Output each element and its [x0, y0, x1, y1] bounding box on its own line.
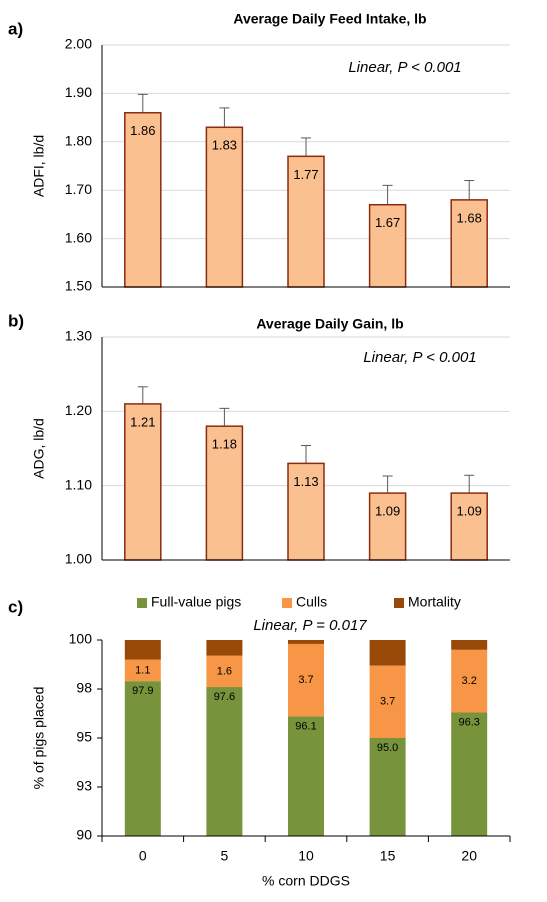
legend-label: Mortality [408, 594, 461, 610]
data-label: 1.77 [293, 167, 318, 182]
bar-segment [124, 640, 161, 660]
y-tick-label: 1.30 [65, 328, 92, 344]
bar-segment [369, 640, 406, 666]
x-tick-label: 0 [139, 848, 147, 864]
y-tick-label: 2.00 [65, 36, 92, 52]
chart-title: Average Daily Feed Intake, lb [233, 11, 426, 27]
y-tick-label: 95 [76, 729, 92, 745]
y-tick-label: 1.00 [65, 551, 92, 567]
y-tick-label: 100 [69, 631, 93, 647]
annotation: Linear, P < 0.001 [348, 59, 461, 76]
legend-swatch [137, 598, 147, 608]
bar [368, 492, 407, 561]
bar-segment [451, 712, 488, 836]
panel-label: c) [8, 597, 23, 616]
y-tick-label: 1.10 [65, 476, 92, 492]
data-label: 1.09 [375, 504, 400, 519]
x-tick-label: 10 [298, 848, 314, 864]
bar [205, 126, 244, 288]
data-label: 96.1 [295, 720, 316, 732]
y-axis-label: ADG, lb/d [31, 418, 47, 479]
y-tick-label: 1.90 [65, 84, 92, 100]
annotation: Linear, P = 0.017 [253, 617, 367, 634]
bar [124, 403, 162, 561]
data-label: 1.83 [212, 138, 237, 153]
panel-label: a) [8, 19, 23, 38]
data-label: 97.6 [214, 691, 235, 703]
data-label: 1.09 [457, 504, 482, 519]
bar-segment [124, 681, 161, 836]
legend-label: Culls [296, 594, 327, 610]
legend-label: Full-value pigs [151, 594, 241, 610]
y-tick-label: 1.50 [65, 278, 92, 294]
data-label: 3.7 [380, 696, 395, 708]
bar-segment [288, 716, 324, 836]
x-tick-label: 5 [221, 848, 229, 864]
bar [450, 199, 488, 288]
bar-segment [451, 649, 488, 713]
x-axis-label: % corn DDGS [262, 873, 350, 889]
bar [368, 203, 407, 288]
bar-segment [369, 738, 406, 836]
legend-swatch [282, 598, 292, 608]
x-tick-label: 15 [380, 848, 396, 864]
data-label: 97.9 [132, 685, 153, 697]
data-label: 1.6 [217, 665, 232, 677]
y-tick-label: 1.70 [65, 181, 92, 197]
bar-segment [369, 665, 406, 738]
y-tick-label: 1.80 [65, 133, 92, 149]
data-label: 1.86 [130, 123, 155, 138]
y-tick-label: 93 [76, 778, 92, 794]
bar [450, 492, 488, 561]
chart-title: Average Daily Gain, lb [256, 316, 403, 332]
bar-segment [288, 643, 324, 717]
bar-segment [451, 640, 488, 650]
y-axis-label: ADFI, lb/d [31, 135, 47, 197]
legend-swatch [394, 598, 404, 608]
y-tick-label: 98 [76, 680, 92, 696]
data-label: 3.7 [298, 674, 313, 686]
y-axis-label: % of pigs placed [31, 687, 47, 790]
data-label: 95.0 [377, 742, 398, 754]
data-label: 3.2 [462, 675, 477, 687]
bar [287, 462, 325, 561]
x-tick-label: 20 [461, 848, 477, 864]
data-label: 1.18 [212, 437, 237, 452]
bar-segment [206, 655, 243, 688]
y-tick-label: 90 [76, 827, 92, 843]
y-tick-label: 1.20 [65, 402, 92, 418]
bar [205, 425, 244, 561]
data-label: 1.68 [457, 210, 482, 225]
bar-segment [206, 640, 243, 656]
data-label: 1.21 [130, 414, 155, 429]
annotation: Linear, P < 0.001 [363, 349, 476, 366]
panel-label: b) [8, 311, 24, 330]
data-label: 1.1 [135, 664, 150, 676]
y-tick-label: 1.60 [65, 229, 92, 245]
data-label: 1.13 [293, 474, 318, 489]
bar-segment [124, 659, 161, 682]
bar-segment [288, 640, 324, 644]
data-label: 96.3 [458, 716, 479, 728]
bar [124, 112, 162, 288]
bar [287, 155, 325, 288]
data-label: 1.67 [375, 215, 400, 230]
bar-segment [206, 687, 243, 836]
